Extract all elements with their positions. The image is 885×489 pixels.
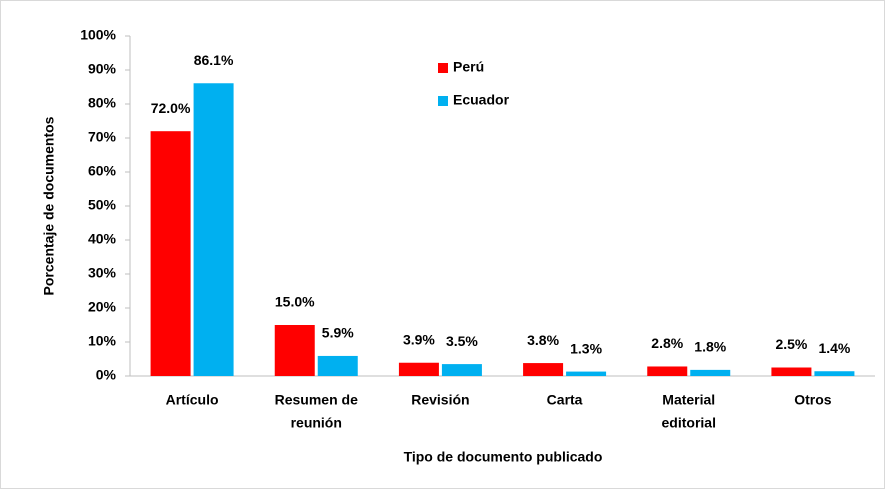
x-tick-label: Revisión [411,392,469,408]
x-axis-title: Tipo de documento publicado [404,449,603,465]
bar [398,362,439,376]
bar [566,371,607,376]
legend-label: Perú [453,59,484,75]
value-label: 15.0% [275,294,315,310]
y-tick-label: 0% [96,367,117,383]
value-label: 86.1% [194,52,234,68]
y-tick-label: 50% [88,197,117,213]
bar [690,369,731,376]
x-tick-label: Resumen de [275,392,358,408]
y-tick-label: 20% [88,299,117,315]
legend-swatch [438,63,448,73]
y-tick-label: 100% [80,27,116,43]
x-tick-label: editorial [662,415,716,431]
bar [317,355,358,376]
x-tick-label: Carta [547,392,583,408]
value-label: 3.9% [403,331,435,347]
y-axis-title: Porcentaje de documentos [41,116,57,295]
y-tick-label: 70% [88,129,117,145]
y-tick-label: 90% [88,61,117,77]
value-label: 2.5% [775,336,807,352]
y-tick-label: 40% [88,231,117,247]
x-tick-label: Otros [794,392,832,408]
value-label: 1.3% [570,340,602,356]
y-tick-label: 30% [88,265,117,281]
bar [771,367,812,376]
bar [647,366,688,376]
legend-label: Ecuador [453,92,510,108]
value-label: 2.8% [651,335,683,351]
value-label: 3.8% [527,332,559,348]
value-label: 3.5% [446,333,478,349]
bar [193,83,234,376]
value-label: 5.9% [322,325,354,341]
value-label: 1.8% [694,339,726,355]
bar [150,131,191,376]
value-label: 1.4% [818,340,850,356]
value-label: 72.0% [151,100,191,116]
bar [523,363,564,376]
bar [814,371,855,376]
y-tick-label: 60% [88,163,117,179]
y-tick-label: 80% [88,95,117,111]
bar [274,325,315,376]
x-tick-label: Artículo [166,392,219,408]
y-tick-label: 10% [88,333,117,349]
x-tick-label: Material [662,392,715,408]
x-tick-label: reunión [291,415,342,431]
legend-swatch [438,96,448,106]
bar [441,364,482,376]
